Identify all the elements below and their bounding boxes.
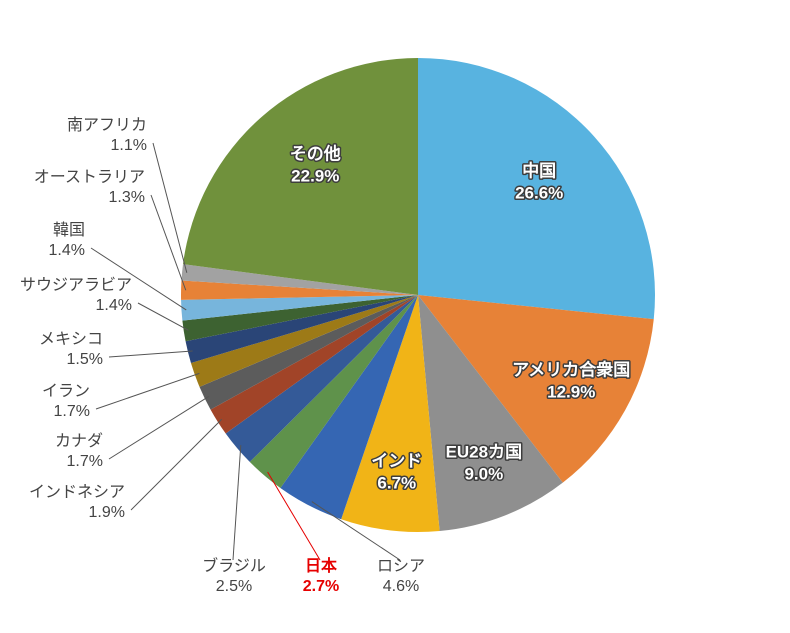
slice-outer-label: オーストラリア: [34, 169, 145, 186]
slice-outer-pct: 1.5%: [67, 351, 103, 368]
slice-outer-label: 韓国: [53, 221, 85, 239]
slice-outer-label: カナダ: [55, 432, 103, 450]
slice-inner-label: アメリカ合衆国: [512, 359, 630, 379]
emissions-pie-chart: 中国 26.6% アメリカ合衆国 12.9% EU28カ国 9.0% インド 6.7% ロシア 4…: [0, 0, 790, 633]
leader-line: [96, 373, 199, 409]
slice-outer-pct: 2.7%: [303, 578, 339, 595]
slice-outer-label: ロシア: [377, 558, 425, 575]
slice-outer-pct: 1.7%: [54, 403, 90, 420]
slice-inner-pct: 9.0%: [464, 465, 503, 484]
slice-inner-pct: 6.7%: [377, 473, 416, 492]
slice-inner-label: 中国: [522, 161, 556, 181]
leader-line: [151, 195, 186, 290]
slice-outer-pct: 1.9%: [89, 504, 125, 521]
slice-outer-pct: 2.5%: [216, 578, 252, 595]
slice-inner-label: EU28カ国: [446, 443, 523, 462]
slice-outer-label: 南アフリカ: [67, 116, 147, 134]
slice-inner-pct: 22.9%: [291, 167, 339, 186]
slice-inner-pct: 26.6%: [515, 184, 563, 203]
slice-inner-label: インド: [371, 451, 422, 470]
leader-line: [153, 143, 187, 273]
slice-outer-pct: 1.7%: [67, 453, 103, 470]
leader-line: [131, 419, 222, 510]
slice-inner-label: その他: [290, 144, 341, 164]
slice-outer-label: サウジアラビア: [20, 276, 132, 294]
slice-outer-label: イラン: [42, 383, 90, 400]
leader-line: [233, 445, 241, 560]
slice-inner-pct: 12.9%: [547, 382, 595, 401]
slice-outer-pct: 4.6%: [383, 578, 419, 595]
slice-outer-label: 日本: [305, 556, 337, 575]
leader-line: [109, 351, 193, 357]
leader-line: [138, 303, 188, 330]
slice-outer-pct: 1.4%: [96, 297, 132, 314]
slice-outer-pct: 1.1%: [111, 137, 147, 154]
leader-line: [109, 396, 209, 459]
slice-outer-pct: 1.4%: [49, 242, 85, 259]
slice-outer-pct: 1.3%: [109, 189, 145, 206]
slice-outer-label: ブラジル: [202, 556, 266, 575]
slice-outer-label: メキシコ: [39, 331, 103, 348]
slice-outer-label: インドネシア: [29, 483, 125, 501]
